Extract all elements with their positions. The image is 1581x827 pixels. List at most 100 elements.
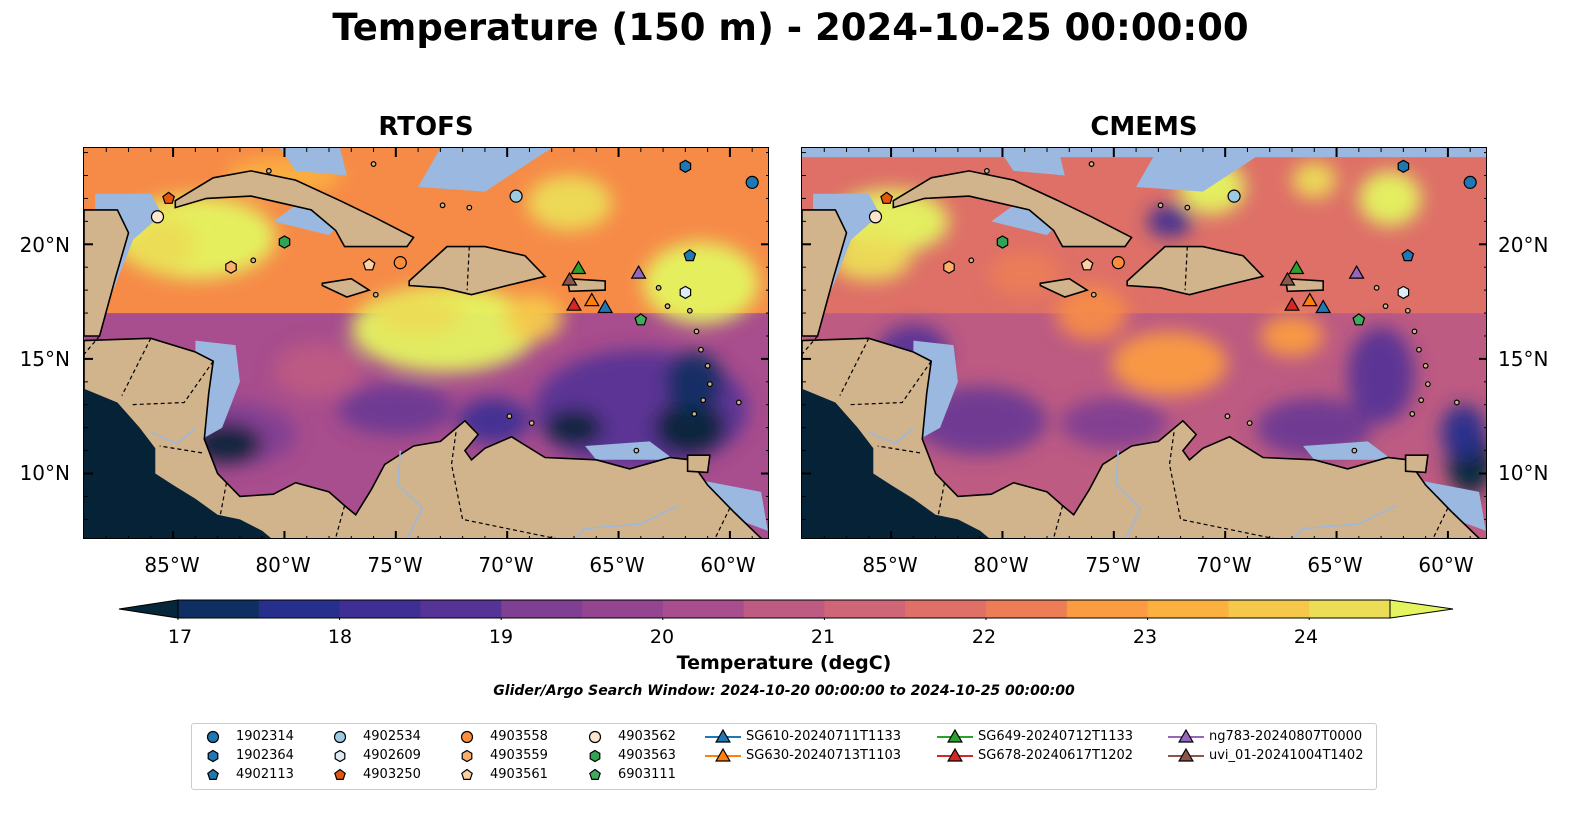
legend-item: 4903559 bbox=[456, 747, 576, 765]
puerto-rico-land bbox=[566, 277, 607, 293]
lon-tick-label: 80°W bbox=[973, 553, 1029, 577]
legend-label: SG649-20240712T1133 bbox=[978, 729, 1134, 744]
legend-label: 4903250 bbox=[363, 767, 421, 782]
no-data-band bbox=[802, 148, 1486, 158]
platform-marker bbox=[1463, 175, 1477, 189]
colorbar-segment bbox=[986, 600, 1068, 618]
colorbar-tick-label: 22 bbox=[971, 626, 997, 648]
lat-tick-label: 20°N bbox=[1498, 233, 1549, 257]
legend-marker bbox=[1168, 747, 1204, 762]
platform-marker bbox=[679, 159, 692, 173]
rtofs-map-canvas bbox=[84, 148, 768, 538]
legend-symbol bbox=[715, 728, 731, 743]
legend-item: 4902534 bbox=[329, 728, 449, 746]
small-island bbox=[704, 362, 711, 369]
small-island bbox=[1224, 413, 1231, 420]
platform-marker bbox=[634, 313, 648, 326]
country-border bbox=[848, 360, 932, 406]
small-island bbox=[1424, 381, 1431, 388]
legend-item: 4902113 bbox=[202, 766, 322, 784]
legend-symbol bbox=[460, 730, 474, 744]
temperature-anomaly bbox=[1292, 161, 1337, 199]
temperature-anomaly bbox=[665, 352, 724, 412]
legend-marker bbox=[207, 749, 219, 763]
legend-label: ng783-20240807T0000 bbox=[1209, 729, 1363, 744]
lon-tick-label: 75°W bbox=[1085, 553, 1141, 577]
country-border bbox=[466, 246, 470, 291]
platform-marker bbox=[1227, 189, 1241, 203]
temperature-anomaly bbox=[1441, 404, 1486, 460]
lon-tick-label: 60°W bbox=[700, 553, 756, 577]
legend-marker bbox=[589, 768, 601, 780]
glider-marker bbox=[561, 271, 578, 286]
legend-symbol bbox=[589, 749, 601, 763]
platform-marker bbox=[996, 235, 1009, 249]
small-island bbox=[1411, 328, 1418, 335]
colorbar-segment bbox=[582, 600, 664, 618]
shallow-shelf bbox=[280, 148, 347, 176]
legend-symbol bbox=[947, 747, 963, 762]
temperature-anomaly bbox=[504, 294, 563, 341]
colorbar-segment bbox=[662, 600, 745, 618]
lon-tick-label: 65°W bbox=[589, 553, 645, 577]
lon-tick-label: 85°W bbox=[144, 553, 200, 577]
legend-symbol bbox=[947, 728, 963, 743]
yucatan-land bbox=[802, 209, 848, 337]
temperature-anomaly bbox=[545, 409, 603, 447]
cuba-land bbox=[892, 170, 1133, 248]
pacific-ocean bbox=[84, 388, 271, 538]
platform-marker bbox=[1397, 285, 1410, 300]
legend-label: 1902364 bbox=[236, 748, 294, 763]
legend-label: 1902314 bbox=[236, 729, 294, 744]
river bbox=[1115, 450, 1142, 538]
platform-marker bbox=[1111, 256, 1125, 270]
colorbar-extend-min bbox=[118, 599, 179, 619]
temperature-anomaly bbox=[830, 235, 912, 281]
small-island bbox=[655, 284, 662, 291]
colorbar-segment bbox=[258, 600, 341, 618]
temperature-anomaly bbox=[1260, 315, 1324, 357]
country-border bbox=[1168, 432, 1275, 538]
lat-tick-label: 10°N bbox=[1498, 461, 1549, 485]
colorbar-segment bbox=[178, 600, 260, 618]
small-island bbox=[698, 346, 704, 353]
yucatan-land bbox=[84, 209, 130, 337]
small-island bbox=[1157, 202, 1164, 209]
small-island bbox=[1090, 291, 1097, 298]
rtofs-panel-title: RTOFS bbox=[378, 112, 474, 142]
small-island bbox=[686, 307, 693, 314]
trinidad-land bbox=[686, 454, 711, 474]
colorbar-tick-label: 24 bbox=[1293, 626, 1319, 648]
colorbar-tick-label: 17 bbox=[167, 626, 193, 648]
legend-symbol bbox=[334, 768, 346, 780]
platform-marker bbox=[393, 256, 407, 270]
lat-tick-label: 20°N bbox=[19, 233, 70, 257]
shallow-shelf bbox=[1136, 148, 1270, 192]
legend-label: 4903558 bbox=[490, 729, 548, 744]
legend-label: uvi_01-20241004T1402 bbox=[1209, 748, 1364, 763]
platform-marker bbox=[1080, 258, 1094, 271]
country-border bbox=[121, 338, 152, 396]
small-island bbox=[370, 161, 377, 167]
cmems-map bbox=[801, 147, 1487, 539]
small-island bbox=[250, 257, 257, 264]
legend-label: 4902609 bbox=[363, 748, 421, 763]
small-island bbox=[691, 411, 698, 417]
platform-marker bbox=[745, 175, 759, 189]
lon-tick-label: 80°W bbox=[255, 553, 311, 577]
platform-marker bbox=[679, 285, 692, 300]
shallow-shelf bbox=[585, 441, 675, 460]
legend-label: SG630-20240713T1103 bbox=[746, 748, 902, 763]
colorbar-tick-label: 21 bbox=[810, 626, 836, 648]
small-island bbox=[1351, 447, 1358, 454]
legend-symbol bbox=[334, 749, 346, 763]
platform-marker bbox=[362, 258, 376, 271]
legend-symbol bbox=[333, 730, 347, 744]
legend-marker bbox=[1168, 728, 1204, 743]
legend-item: 4903250 bbox=[329, 766, 449, 784]
glider-marker bbox=[630, 264, 647, 279]
small-island bbox=[1246, 420, 1253, 426]
small-island bbox=[528, 420, 535, 426]
small-island bbox=[633, 447, 640, 454]
river bbox=[397, 450, 424, 538]
